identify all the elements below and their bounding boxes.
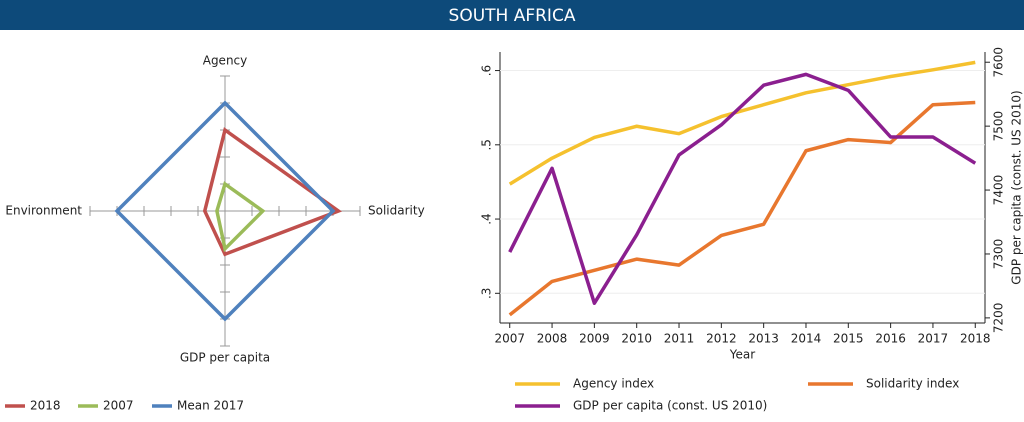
y-tick-label: .6 — [480, 65, 494, 76]
x-tick-label: 2010 — [621, 332, 652, 346]
y2-tick-label: 7200 — [992, 303, 1006, 334]
line-series — [508, 100, 976, 317]
legend-label: Mean 2017 — [177, 399, 244, 413]
y2-axis-title: GDP per capita (const. US 2010) — [1010, 90, 1024, 284]
legend-label: 2007 — [103, 399, 134, 413]
radar-axis-label: Environment — [5, 204, 82, 218]
radar-axis-label: Agency — [203, 54, 248, 68]
header-title: SOUTH AFRICA — [449, 6, 576, 26]
legend-label: GDP per capita (const. US 2010) — [573, 399, 767, 413]
legend-label: Agency index — [573, 377, 654, 391]
x-axis-title: Year — [729, 348, 755, 362]
y2-tick-label: 7300 — [992, 239, 1006, 270]
radar-polygon — [202, 127, 343, 257]
y-tick-label: .4 — [480, 213, 494, 224]
x-tick-label: 2013 — [748, 332, 779, 346]
y2-tick-label: 7500 — [992, 111, 1006, 142]
legend-label: 2018 — [30, 399, 61, 413]
y2-tick-label: 7600 — [992, 47, 1006, 78]
x-tick-label: 2018 — [960, 332, 991, 346]
x-tick-label: 2015 — [833, 332, 864, 346]
header-bar — [0, 0, 1024, 30]
x-tick-label: 2017 — [918, 332, 949, 346]
radar-axis-label: GDP per capita — [180, 351, 270, 365]
x-tick-label: 2007 — [494, 332, 525, 346]
radar-polygon — [215, 181, 266, 253]
x-tick-label: 2011 — [664, 332, 695, 346]
x-tick-label: 2008 — [537, 332, 568, 346]
x-tick-label: 2009 — [579, 332, 610, 346]
radar-polygon — [114, 100, 336, 322]
legend-label: Solidarity index — [866, 377, 959, 391]
y-tick-label: .5 — [480, 139, 494, 150]
line-series — [508, 60, 976, 186]
line-series — [508, 72, 977, 305]
x-tick-label: 2016 — [875, 332, 906, 346]
x-tick-label: 2014 — [791, 332, 822, 346]
y-tick-label: .3 — [480, 288, 494, 299]
y2-tick-label: 7400 — [992, 175, 1006, 206]
radar-axis-label: Solidarity — [368, 204, 425, 218]
x-tick-label: 2012 — [706, 332, 737, 346]
